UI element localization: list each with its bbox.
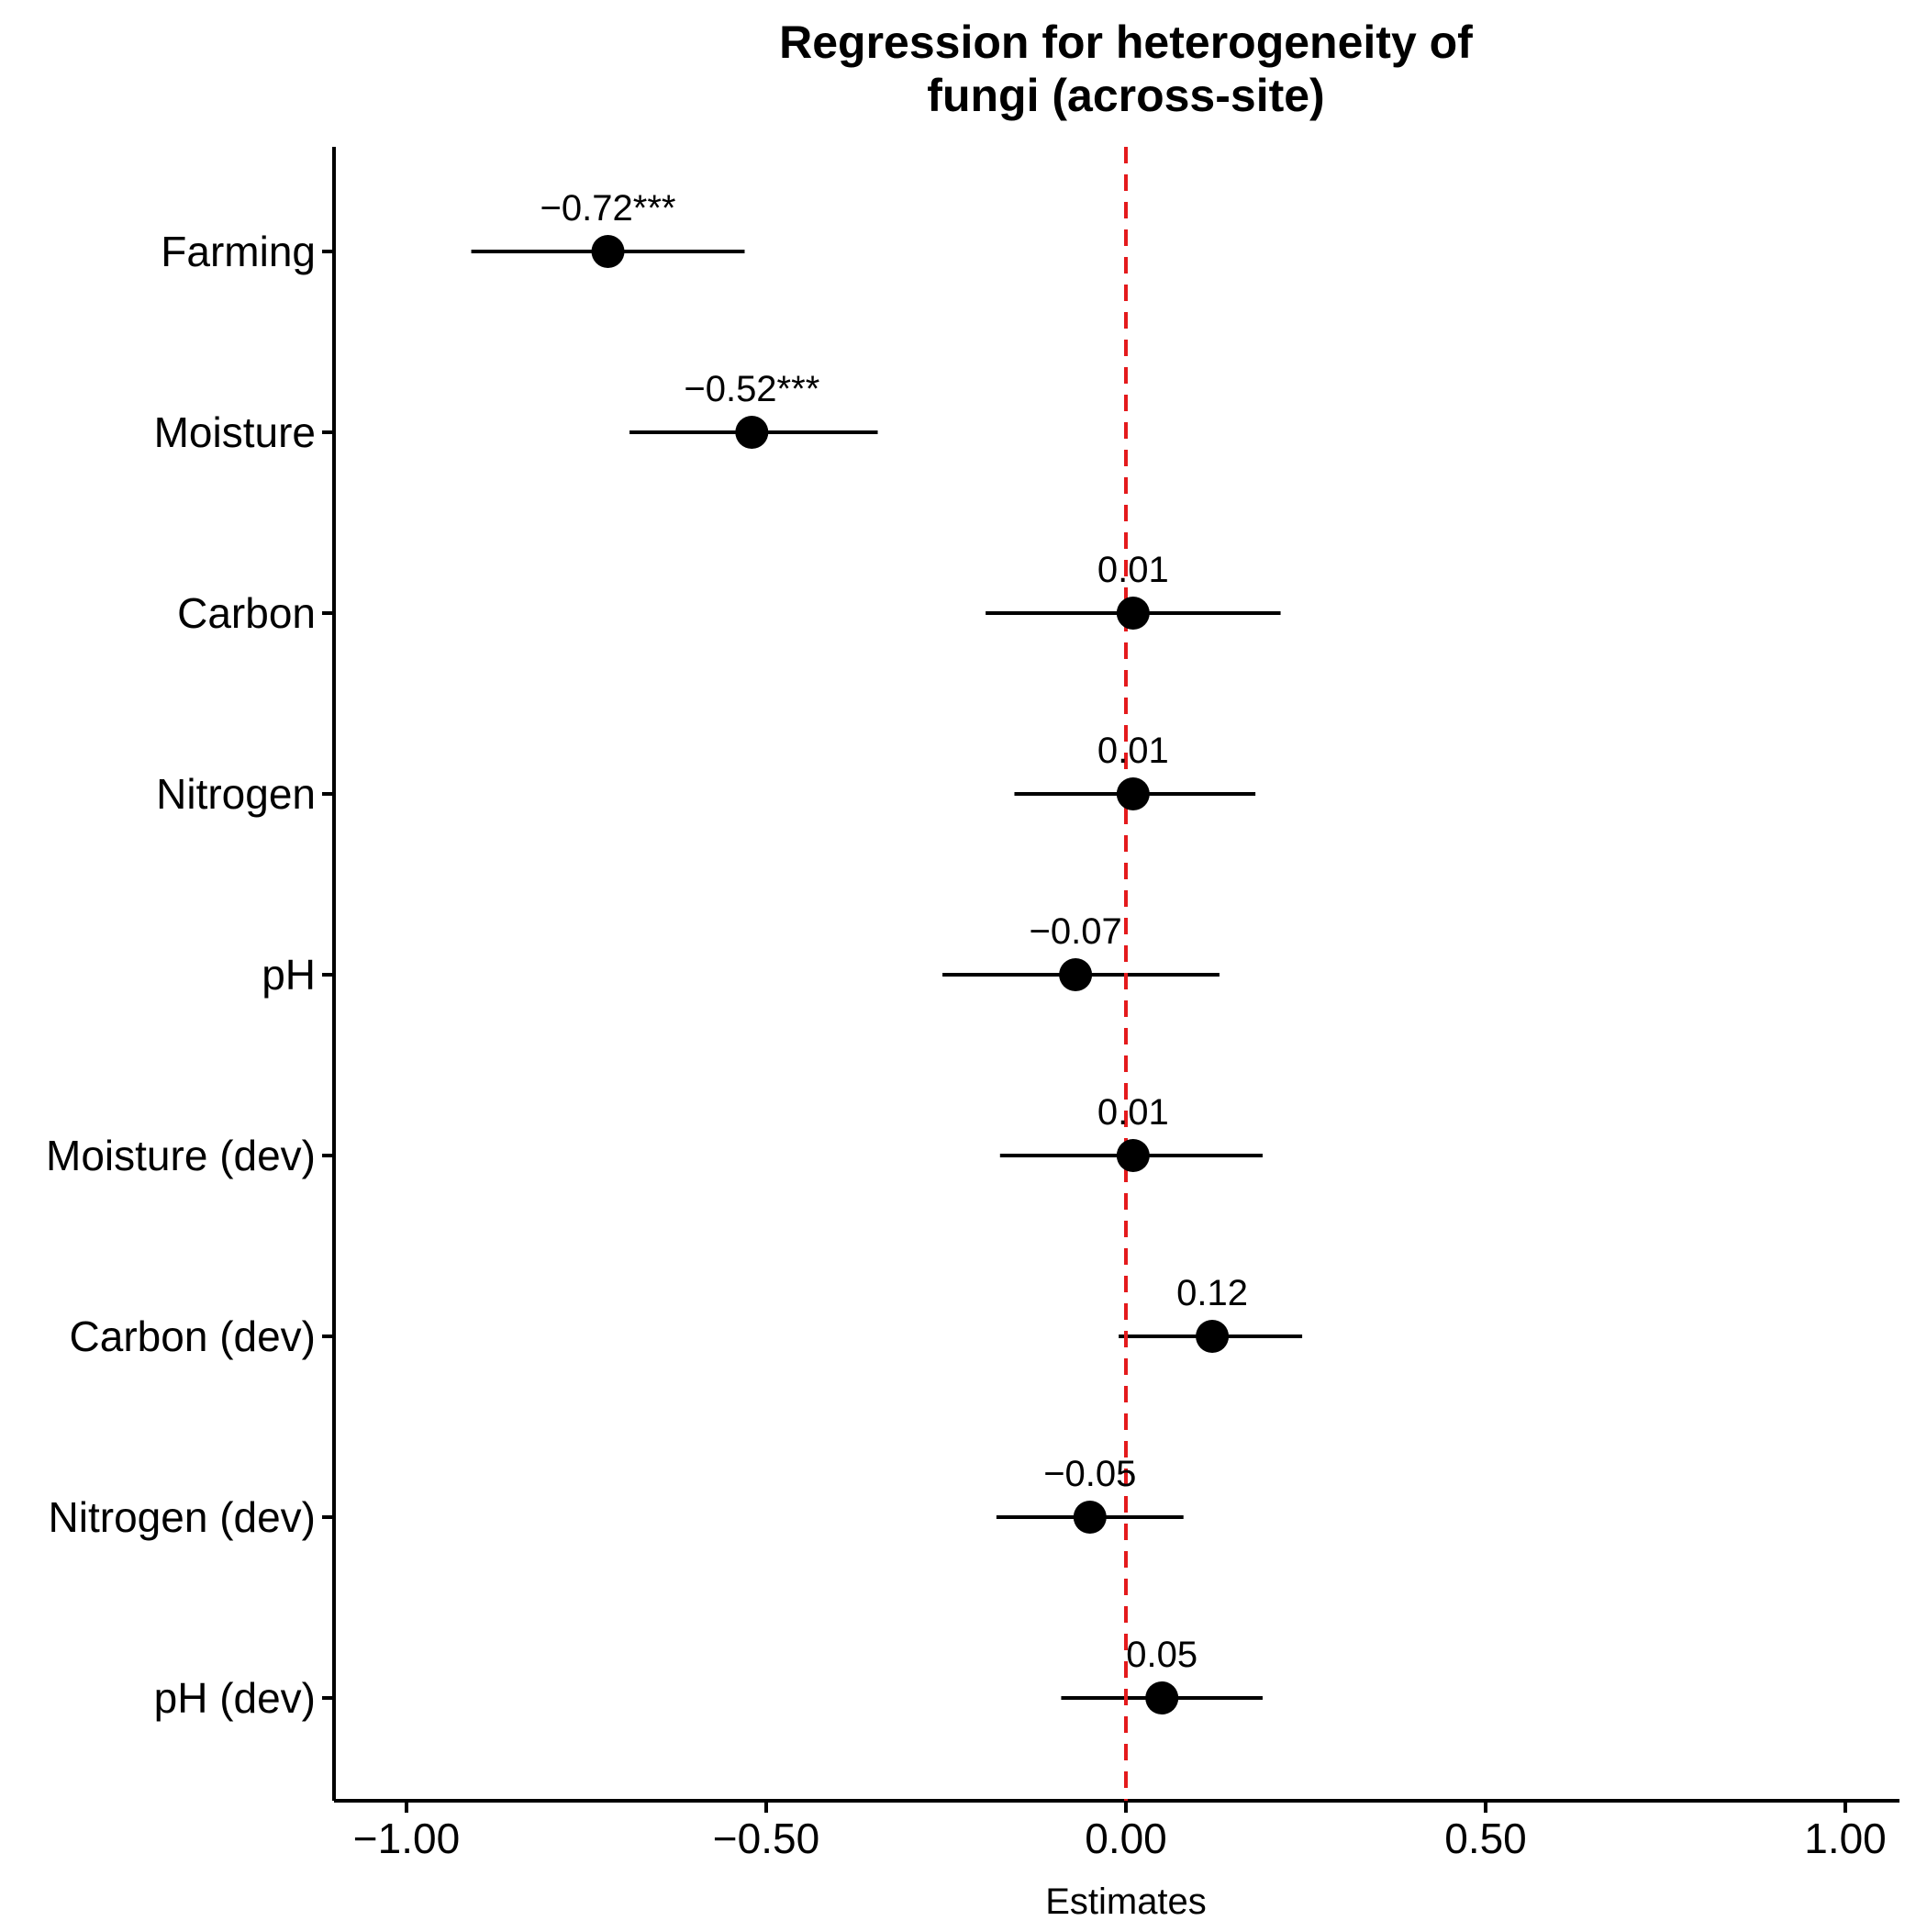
estimate-point bbox=[1116, 777, 1150, 810]
y-tick-label: pH bbox=[262, 951, 316, 999]
y-tick-label: Carbon (dev) bbox=[70, 1312, 316, 1360]
estimate-point bbox=[1196, 1320, 1230, 1353]
y-tick-label: Farming bbox=[161, 228, 316, 275]
plot-area: −1.00 −0.50 0.00 0.50 1.00 Farming Moisture Car… bbox=[46, 147, 1899, 1862]
estimate-value-label: −0.07 bbox=[1030, 911, 1122, 952]
y-tick-label: Nitrogen (dev) bbox=[49, 1493, 316, 1541]
x-tick-label: 0.00 bbox=[1085, 1815, 1167, 1862]
estimate-value-label: −0.05 bbox=[1043, 1454, 1136, 1494]
estimate-point bbox=[1059, 958, 1093, 991]
x-tick-label: −1.00 bbox=[353, 1815, 460, 1862]
chart-title-line-2: fungi (across-site) bbox=[927, 70, 1324, 121]
estimate-value-label: 0.05 bbox=[1126, 1635, 1197, 1675]
chart-title-line-1: Regression for heterogeneity of bbox=[779, 17, 1473, 68]
y-tick-label: Moisture (dev) bbox=[46, 1132, 316, 1179]
y-tick-label: Carbon bbox=[177, 589, 316, 637]
estimate-value-label: 0.01 bbox=[1097, 550, 1169, 590]
y-tick-label: pH (dev) bbox=[154, 1674, 316, 1722]
x-tick-label: 1.00 bbox=[1804, 1815, 1887, 1862]
x-tick-label: −0.50 bbox=[713, 1815, 819, 1862]
x-tick-label: 0.50 bbox=[1444, 1815, 1527, 1862]
estimate-value-label: −0.72*** bbox=[540, 188, 676, 229]
estimate-point bbox=[1145, 1681, 1179, 1714]
y-tick-label: Nitrogen bbox=[156, 770, 316, 818]
estimate-value-label: −0.52*** bbox=[684, 369, 819, 409]
estimate-point bbox=[1116, 1139, 1150, 1172]
estimate-value-label: 0.12 bbox=[1176, 1273, 1248, 1313]
estimate-value-label: 0.01 bbox=[1097, 731, 1169, 771]
estimate-value-label: 0.01 bbox=[1097, 1092, 1169, 1133]
y-tick-label: Moisture bbox=[154, 408, 316, 456]
x-axis-title: Estimates bbox=[1045, 1882, 1207, 1922]
estimate-point bbox=[735, 416, 769, 449]
estimate-point bbox=[1116, 597, 1150, 630]
estimate-point bbox=[1073, 1501, 1107, 1534]
estimate-point bbox=[591, 235, 625, 268]
